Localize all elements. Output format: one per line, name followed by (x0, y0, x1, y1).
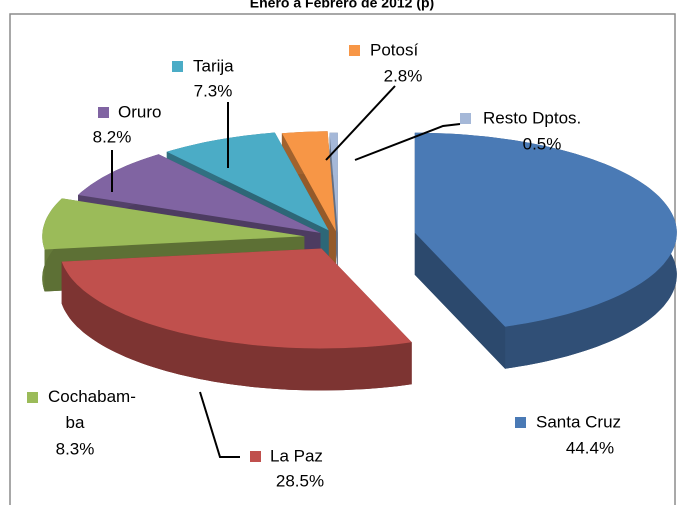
legend-swatch (460, 113, 471, 124)
slice-side (61, 261, 412, 391)
slice (414, 132, 677, 327)
legend-swatch (250, 451, 261, 462)
slice (166, 132, 329, 231)
category-label: La Paz (270, 446, 323, 465)
leader-line (325, 85, 396, 161)
category-label: Oruro (118, 102, 161, 121)
leader-line (199, 391, 240, 458)
value-label: 28.5% (276, 471, 324, 490)
slice (329, 132, 338, 233)
labels: Santa Cruz 44.4% La Paz 28.5% Cochabam-ba 8.3… (27, 40, 621, 490)
pie (42, 131, 677, 391)
legend-swatch (98, 107, 109, 118)
value-label: 7.3% (194, 81, 233, 100)
legend-swatch (27, 392, 38, 403)
category-label: Santa Cruz (536, 412, 621, 431)
value-label: 2.8% (384, 66, 423, 85)
category-label: Potosí (370, 40, 418, 59)
category-label: Tarija (193, 56, 234, 75)
value-label: 8.3% (56, 439, 95, 458)
legend-swatch (172, 61, 183, 72)
category-label: Resto Dptos. (483, 108, 581, 127)
slice (61, 248, 412, 349)
leader-line (354, 123, 461, 161)
chart-title: Enero a Febrero de 2012 (p) (250, 0, 434, 11)
slice (78, 154, 321, 233)
legend-swatch (515, 417, 526, 428)
slice (42, 198, 305, 250)
slice (281, 131, 336, 232)
slice-wall (414, 232, 506, 369)
category-label: Cochabam-ba (48, 387, 136, 432)
value-label: 0.5% (523, 134, 562, 153)
value-label: 44.4% (566, 438, 614, 457)
legend-swatch (349, 45, 360, 56)
value-label: 8.2% (93, 127, 132, 146)
